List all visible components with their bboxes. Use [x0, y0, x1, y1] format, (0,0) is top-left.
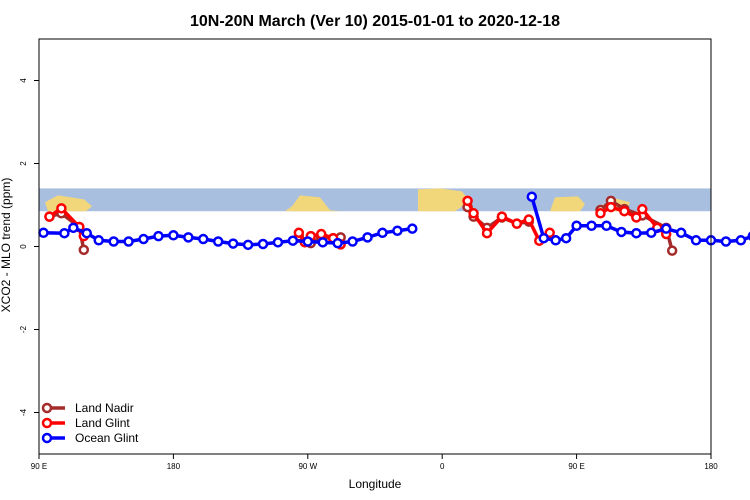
data-point [59, 227, 70, 239]
data-point [560, 232, 572, 244]
legend-label: Ocean Glint [75, 431, 139, 445]
map-land [285, 195, 340, 212]
data-point [68, 222, 79, 234]
data-point [616, 226, 627, 238]
data-point [257, 238, 269, 250]
legend-label: Land Glint [75, 416, 130, 430]
data-point [631, 212, 642, 223]
data-point [227, 238, 239, 249]
data-point [56, 203, 67, 214]
map-land [418, 188, 470, 212]
y-axis-label: XCO2 - MLO trend (ppm) [0, 178, 13, 313]
data-point [272, 237, 284, 248]
map-ocean [39, 188, 711, 212]
legend-swatch-marker [41, 432, 53, 444]
data-point [571, 220, 582, 231]
data-point [496, 211, 508, 222]
data-point [287, 235, 299, 246]
series-land-glint [44, 195, 672, 250]
data-point [153, 230, 164, 242]
data-point [619, 205, 630, 217]
data-point [302, 236, 314, 247]
data-point [123, 236, 134, 247]
data-point [332, 237, 343, 249]
data-point [168, 230, 179, 241]
y-tick-label: 0 [19, 244, 28, 249]
x-tick-label: 0 [440, 462, 445, 471]
map-land [550, 196, 585, 212]
data-point [347, 236, 358, 247]
legend-swatch-marker [41, 402, 53, 414]
data-point [468, 208, 479, 219]
y-tick-label: 4 [19, 78, 28, 83]
x-tick-label: 90 E [31, 462, 47, 471]
legend-swatch-marker [41, 417, 53, 429]
data-point [511, 218, 523, 229]
plot-frame [38, 38, 712, 455]
data-point [78, 244, 90, 256]
x-tick-label: 180 [704, 462, 718, 471]
axes: 90 E 180 90 W 0 90 E 180 -4 -2 0 2 4 [19, 78, 718, 471]
data-point [315, 228, 327, 240]
x-axis-label: Longitude [349, 477, 402, 491]
data-point [631, 227, 642, 239]
y-tick-label: -4 [19, 408, 28, 416]
x-tick-label: 90 E [568, 462, 584, 471]
data-point [586, 220, 597, 231]
x-tick-label: 90 W [298, 462, 317, 471]
data-point [81, 227, 93, 239]
data-point [526, 191, 538, 202]
data-point [462, 195, 473, 207]
y-tick-label: -2 [19, 325, 28, 333]
data-point [212, 236, 224, 247]
data-point [646, 227, 657, 239]
y-tick-label: 2 [19, 161, 28, 166]
data-point [605, 201, 617, 213]
x-tick-label: 180 [167, 462, 181, 471]
data-point [138, 233, 149, 245]
series-ocean-glint [38, 191, 750, 251]
data-point [660, 223, 672, 234]
data-point [666, 245, 678, 256]
data-point [38, 227, 49, 239]
data-point [93, 235, 104, 246]
data-point [720, 236, 732, 247]
chart-title: 10N-20N March (Ver 10) 2015-01-01 to 202… [190, 13, 560, 30]
world-map-strip [39, 188, 711, 212]
data-point [690, 235, 702, 246]
data-point [407, 223, 418, 234]
data-point [362, 232, 373, 243]
data-point [44, 211, 55, 222]
data-point [108, 236, 119, 247]
data-point [550, 235, 561, 246]
data-point [735, 235, 747, 246]
data-point [523, 214, 535, 225]
data-point [317, 237, 328, 248]
data-point [637, 203, 648, 215]
data-point [481, 227, 493, 239]
data-point [293, 227, 305, 239]
data-point [595, 208, 606, 219]
data-point [183, 232, 194, 243]
data-point [242, 239, 254, 251]
data-point [601, 220, 612, 231]
data-point [675, 227, 687, 239]
legend-label: Land Nadir [75, 401, 134, 415]
data-point [377, 227, 388, 239]
data-point [198, 233, 209, 245]
series-layer [38, 191, 750, 256]
data-point [538, 232, 549, 244]
data-point [392, 225, 403, 236]
